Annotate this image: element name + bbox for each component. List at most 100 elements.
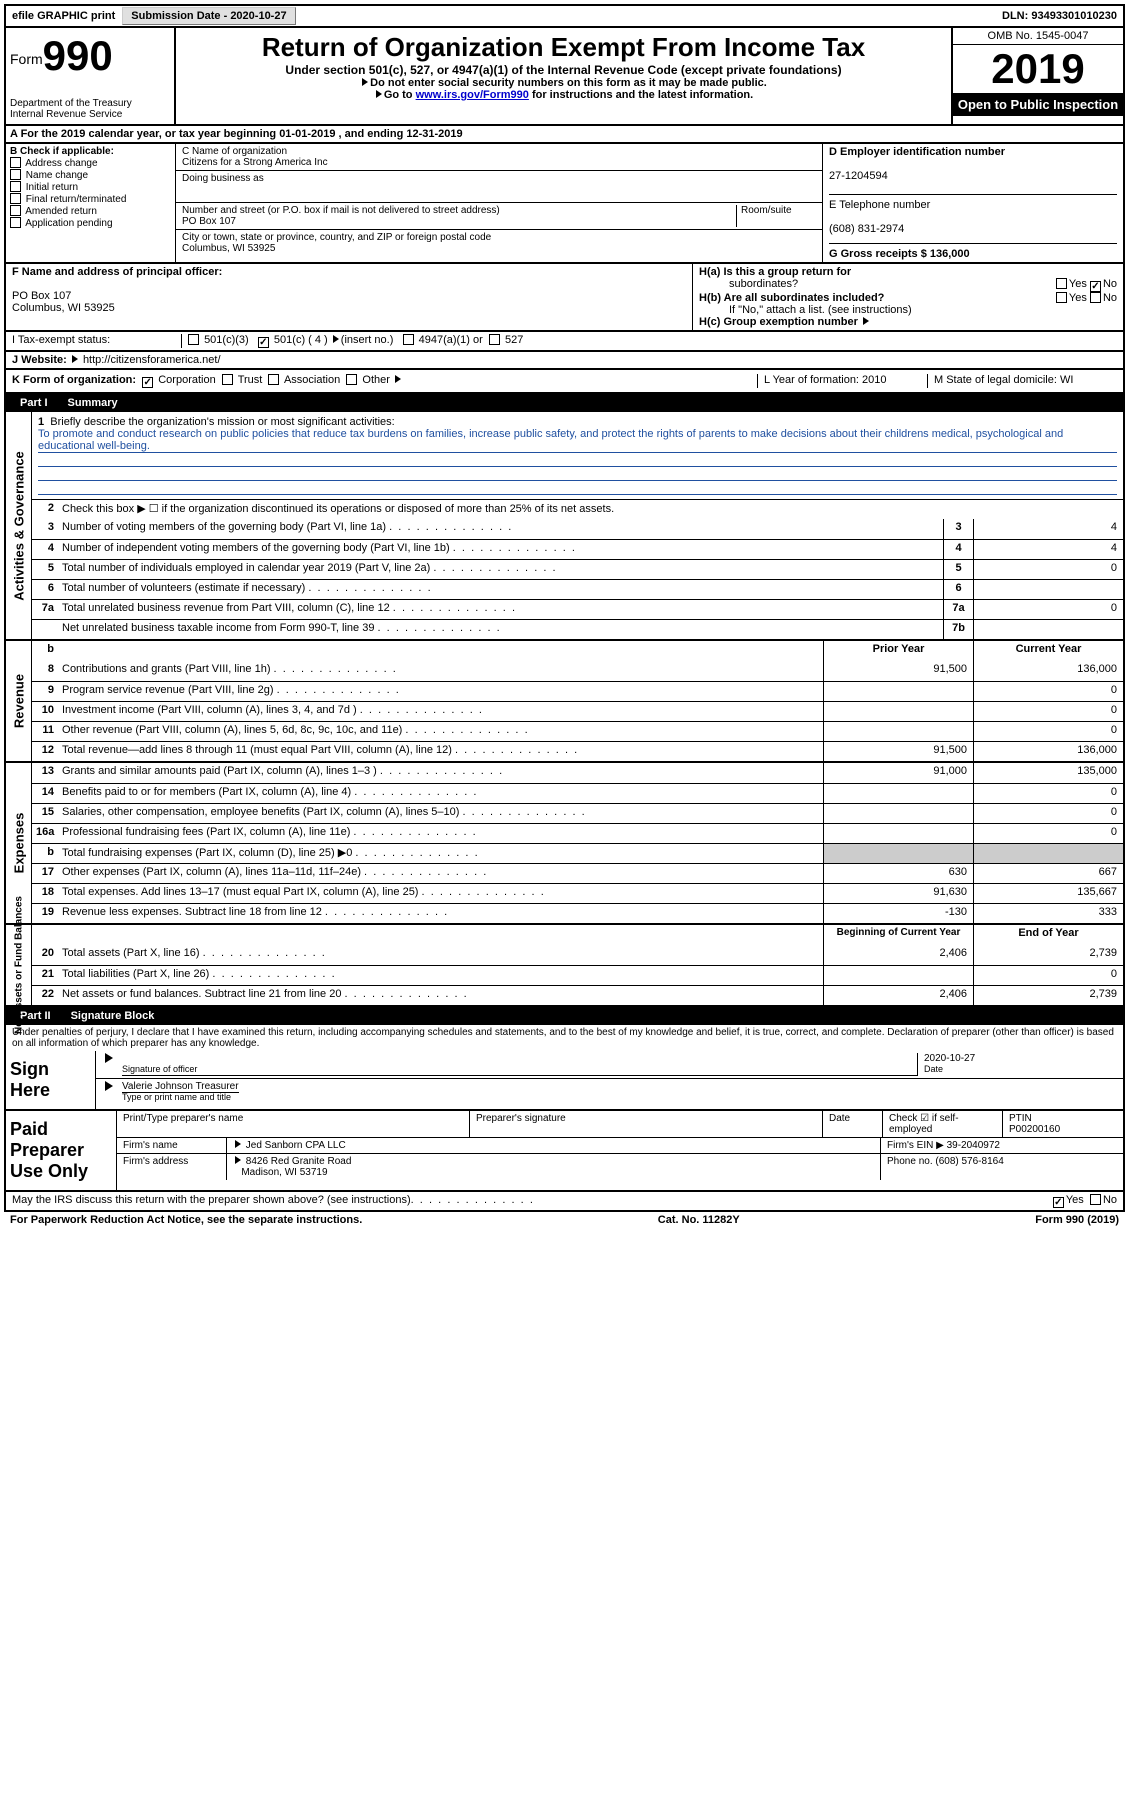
chk-final: Final return/terminated <box>26 194 127 205</box>
part1-header: Part I Summary <box>4 394 1125 412</box>
sign-date: 2020-10-27 <box>924 1053 975 1064</box>
line-number: 21 <box>32 966 58 985</box>
table-row: 16a Professional fundraising fees (Part … <box>32 823 1123 843</box>
checkbox-icon[interactable] <box>1056 292 1067 303</box>
prior-year-header: Prior Year <box>823 641 973 661</box>
checkbox-icon[interactable] <box>10 169 21 180</box>
line-2: Check this box ▶ ☐ if the organization d… <box>58 500 1123 519</box>
table-row: 13 Grants and similar amounts paid (Part… <box>32 763 1123 783</box>
checkbox-icon[interactable] <box>403 334 414 345</box>
arrow-icon <box>72 355 78 363</box>
box-d: D Employer identification number 27-1204… <box>823 144 1123 262</box>
side-governance: Activities & Governance <box>11 451 26 601</box>
checkbox-icon[interactable] <box>10 193 21 204</box>
mission-label: Briefly describe the organization's miss… <box>50 416 394 428</box>
preparer-block: Paid Preparer Use Only Print/Type prepar… <box>4 1111 1125 1192</box>
room-label: Room/suite <box>741 205 792 216</box>
gross-receipts: G Gross receipts $ 136,000 <box>829 248 970 260</box>
prior-value <box>823 722 973 741</box>
name-title-label: Type or print name and title <box>122 1092 231 1102</box>
checkbox-icon[interactable] <box>1056 278 1067 289</box>
checkbox-icon[interactable] <box>268 374 279 385</box>
current-value: 0 <box>973 824 1123 843</box>
line-number <box>32 620 58 639</box>
line-value: 4 <box>973 519 1123 539</box>
box-b: B Check if applicable: Address change Na… <box>6 144 176 262</box>
checkbox-icon[interactable]: ✓ <box>1053 1197 1064 1208</box>
note-2b: for instructions and the latest informat… <box>529 89 753 101</box>
irs-link[interactable]: www.irs.gov/Form990 <box>416 89 529 101</box>
hc-label: H(c) Group exemption number <box>699 316 858 328</box>
line-text: Total unrelated business revenue from Pa… <box>58 600 943 619</box>
prior-value <box>823 702 973 721</box>
ha-label: H(a) Is this a group return for <box>699 266 851 278</box>
line-text: Total number of volunteers (estimate if … <box>58 580 943 599</box>
checkbox-icon[interactable]: ✓ <box>1090 281 1101 292</box>
part2-title: Signature Block <box>71 1010 155 1022</box>
line-number: 8 <box>32 661 58 681</box>
firm-ein: Firm's EIN ▶ 39-2040972 <box>881 1138 1123 1153</box>
checkbox-icon[interactable] <box>222 374 233 385</box>
line-text: Contributions and grants (Part VIII, lin… <box>58 661 823 681</box>
no-label: No <box>1103 292 1117 304</box>
checkbox-icon[interactable] <box>10 157 21 168</box>
checkbox-icon[interactable] <box>489 334 500 345</box>
prior-value <box>823 966 973 985</box>
part1-title: Summary <box>68 397 118 409</box>
checkbox-icon[interactable] <box>10 205 21 216</box>
cat-no: Cat. No. 11282Y <box>658 1214 740 1226</box>
expenses-section: Expenses 13 Grants and similar amounts p… <box>4 763 1125 925</box>
row-klm: K Form of organization: ✓ Corporation Tr… <box>4 370 1125 394</box>
j-label: J Website: <box>12 354 67 366</box>
chk-address: Address change <box>25 158 97 169</box>
line-number: 12 <box>32 742 58 761</box>
line-number: 7a <box>32 600 58 619</box>
box-c: C Name of organization Citizens for a St… <box>176 144 823 262</box>
declaration: Under penalties of perjury, I declare th… <box>4 1025 1125 1051</box>
prep-date-label: Date <box>823 1111 883 1137</box>
current-value: 0 <box>973 702 1123 721</box>
checkbox-icon[interactable] <box>1090 1194 1101 1205</box>
header-left: Form990 Department of the Treasury Inter… <box>6 28 176 124</box>
checkbox-icon[interactable]: ✓ <box>258 337 269 348</box>
line-number: 14 <box>32 784 58 803</box>
table-row: 7a Total unrelated business revenue from… <box>32 599 1123 619</box>
table-row: 21 Total liabilities (Part X, line 26) 0 <box>32 965 1123 985</box>
arrow-icon <box>362 78 368 86</box>
line-text: Revenue less expenses. Subtract line 18 … <box>58 904 823 923</box>
table-row: 12 Total revenue—add lines 8 through 11 … <box>32 741 1123 761</box>
ein-label: D Employer identification number <box>829 146 1005 158</box>
k-label: K Form of organization: <box>12 374 136 386</box>
checkbox-icon[interactable] <box>10 181 21 192</box>
checkbox-icon[interactable] <box>188 334 199 345</box>
line-number: 20 <box>32 945 58 965</box>
submission-date-button[interactable]: Submission Date - 2020-10-27 <box>122 7 295 25</box>
chk-pending: Application pending <box>25 218 112 229</box>
line-box: 3 <box>943 519 973 539</box>
open-inspection: Open to Public Inspection <box>953 93 1123 116</box>
checkbox-icon[interactable] <box>346 374 357 385</box>
box-b-header: B Check if applicable: <box>10 146 114 157</box>
sig-officer-label: Signature of officer <box>122 1064 197 1074</box>
line-number: 6 <box>32 580 58 599</box>
part2-header: Part II Signature Block <box>4 1007 1125 1025</box>
line-box: 7a <box>943 600 973 619</box>
ein: 27-1204594 <box>829 170 888 182</box>
checkbox-icon[interactable] <box>1090 292 1101 303</box>
opt-assoc: Association <box>284 374 340 386</box>
sign-here-label: Sign Here <box>6 1051 96 1109</box>
revenue-section: Revenue b Prior Year Current Year 8 Cont… <box>4 641 1125 763</box>
dept-2: Internal Revenue Service <box>10 109 170 120</box>
table-row: 18 Total expenses. Add lines 13–17 (must… <box>32 883 1123 903</box>
checkbox-icon[interactable]: ✓ <box>142 377 153 388</box>
date-label: Date <box>924 1064 943 1074</box>
ptin: P00200160 <box>1009 1124 1060 1135</box>
discuss-question: May the IRS discuss this return with the… <box>12 1194 411 1208</box>
current-value: 0 <box>973 682 1123 701</box>
prior-value: -130 <box>823 904 973 923</box>
checkbox-icon[interactable] <box>10 217 21 228</box>
irs-discuss-row: May the IRS discuss this return with the… <box>4 1192 1125 1212</box>
opt-other: Other <box>362 374 390 386</box>
table-row: b Total fundraising expenses (Part IX, c… <box>32 843 1123 863</box>
current-value: 136,000 <box>973 742 1123 761</box>
